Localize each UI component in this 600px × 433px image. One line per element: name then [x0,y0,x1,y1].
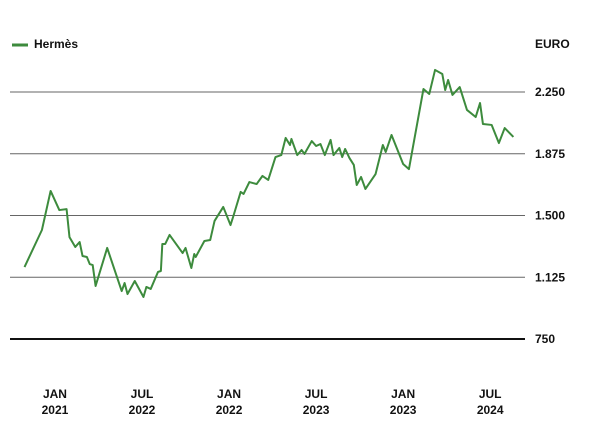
x-tick-label: JUL 2024 [476,387,504,417]
y-axis-label: EURO [535,37,570,51]
x-tick-label: JAN 2021 [41,387,69,417]
y-tick-label: 1.500 [535,209,565,223]
line-series [23,68,515,299]
x-tick-label: JAN 2023 [389,387,417,417]
y-tick-label: 1.875 [535,147,565,161]
x-tick-label: JUL 2022 [128,387,156,417]
x-tick-label: JAN 2022 [215,387,243,417]
y-tick-label: 750 [535,332,555,346]
y-tick-label: 2.250 [535,85,565,99]
x-tick-label: JUL 2023 [302,387,330,417]
legend-label: Hermès [34,37,78,51]
y-tick-label: 1.125 [535,270,565,284]
